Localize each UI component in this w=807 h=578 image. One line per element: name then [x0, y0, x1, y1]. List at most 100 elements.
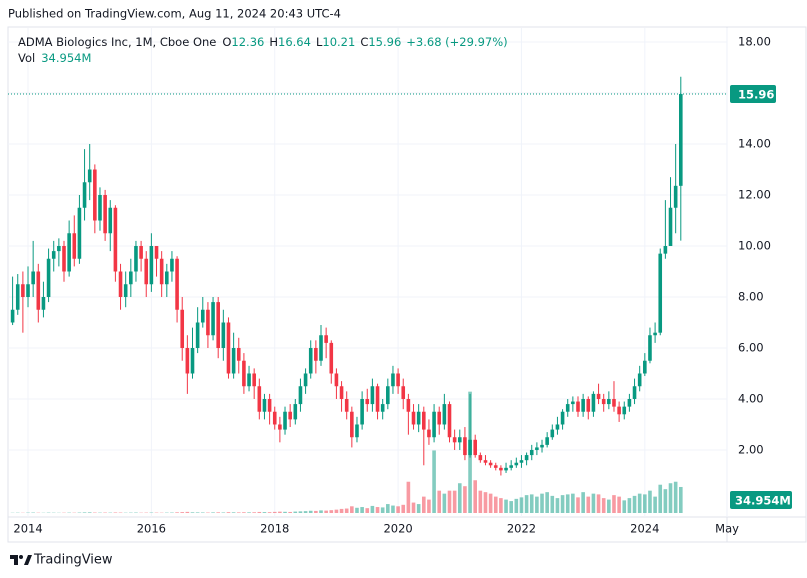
- last-price-box: [730, 85, 776, 104]
- candle-body: [216, 302, 220, 348]
- volume-bar: [236, 512, 241, 513]
- candle-body: [386, 386, 390, 405]
- volume-bar: [113, 512, 118, 513]
- candle-body: [221, 322, 226, 348]
- volume-bar: [344, 508, 349, 513]
- volume-bar: [540, 493, 544, 513]
- volume-bar: [386, 504, 390, 513]
- volume-bar: [308, 510, 313, 513]
- volume-bar: [473, 480, 477, 513]
- y-tick-label: 10.00: [738, 239, 771, 253]
- volume-legend-name: Vol: [18, 51, 35, 65]
- candle-body: [206, 309, 210, 336]
- volume-bar: [401, 504, 406, 513]
- candle-body: [46, 258, 51, 297]
- volume-legend-value: 34.954M: [41, 51, 91, 65]
- candle-body: [355, 424, 359, 438]
- candle-body: [154, 246, 159, 259]
- volume-bar: [355, 507, 359, 513]
- volume-bar: [509, 501, 513, 513]
- candle-body: [601, 398, 606, 405]
- y-tick-label: 18.00: [738, 35, 771, 49]
- volume-bar: [180, 512, 185, 513]
- volume-bar: [190, 512, 195, 513]
- candle-body: [190, 347, 195, 374]
- candle-body: [57, 246, 61, 252]
- candle-body: [411, 411, 416, 425]
- last-price-label: 15.96: [738, 88, 774, 102]
- candle-body: [231, 347, 236, 374]
- volume-bar: [416, 504, 421, 513]
- volume-bar: [427, 499, 431, 513]
- candle-body: [103, 195, 107, 234]
- candle-body: [406, 398, 411, 412]
- x-tick-label: 2014: [13, 522, 42, 536]
- volume-bar: [550, 495, 555, 513]
- candle-body: [67, 233, 71, 272]
- volume-bar: [586, 496, 591, 513]
- brand: TradingView: [33, 553, 113, 568]
- candle-body: [576, 401, 580, 412]
- y-tick-label: 6.00: [738, 340, 764, 354]
- candle-body: [617, 406, 621, 415]
- candle-body: [463, 437, 467, 456]
- volume-bar: [478, 490, 483, 513]
- volume-bar: [627, 498, 632, 513]
- volume-bar: [581, 492, 585, 513]
- volume-bar: [576, 497, 580, 513]
- volume-bar: [437, 490, 442, 513]
- candle-body: [658, 253, 663, 333]
- candle-body: [571, 401, 575, 405]
- legend-key: C: [360, 35, 368, 49]
- volume-bar: [319, 510, 323, 513]
- candle-body: [324, 335, 328, 343]
- candle-body: [499, 467, 503, 471]
- volume-bar: [329, 510, 334, 513]
- candle-body: [632, 386, 637, 399]
- volume-bar: [663, 489, 668, 513]
- candle-body: [41, 296, 46, 310]
- candle-body: [519, 460, 524, 463]
- candle-body: [319, 335, 323, 361]
- candle-body: [93, 169, 97, 221]
- volume-bar: [252, 512, 256, 513]
- candle-body: [581, 398, 585, 412]
- candle-body: [180, 309, 185, 348]
- candle-body: [252, 373, 256, 387]
- candle-body: [427, 429, 431, 438]
- candle-body: [272, 411, 277, 425]
- volume-bar: [432, 450, 436, 513]
- volume-bar: [324, 510, 328, 513]
- volume-bar: [591, 493, 596, 513]
- candle-body: [36, 271, 41, 310]
- legend-key: L: [316, 35, 323, 49]
- candle-body: [591, 393, 596, 412]
- candle-body: [10, 309, 15, 323]
- volume-bar: [293, 511, 298, 513]
- y-tick-label: 12.00: [738, 188, 771, 202]
- volume-bar: [82, 512, 87, 513]
- candle-body: [62, 246, 66, 272]
- volume-bar: [658, 484, 663, 513]
- x-tick-label: 2018: [260, 522, 289, 536]
- candle-body: [314, 347, 318, 361]
- candle-body: [637, 373, 642, 387]
- candle-body: [524, 455, 529, 461]
- x-tick-label: 2020: [383, 522, 412, 536]
- candle-body: [98, 195, 102, 221]
- volume-bar: [668, 483, 673, 513]
- y-tick-label: 14.00: [738, 137, 771, 151]
- volume-bar: [87, 512, 92, 513]
- candle-body: [288, 411, 292, 420]
- volume-legend: Vol 34.954M: [18, 51, 91, 65]
- candle-body: [529, 449, 534, 456]
- volume-bar: [267, 512, 272, 513]
- candle-body: [123, 284, 128, 297]
- volume-bar: [535, 496, 539, 513]
- volume-bar: [406, 481, 411, 513]
- volume-bar: [411, 502, 416, 513]
- candle-body: [262, 398, 267, 412]
- x-tick-label: May: [715, 522, 739, 536]
- candle-body: [350, 411, 354, 438]
